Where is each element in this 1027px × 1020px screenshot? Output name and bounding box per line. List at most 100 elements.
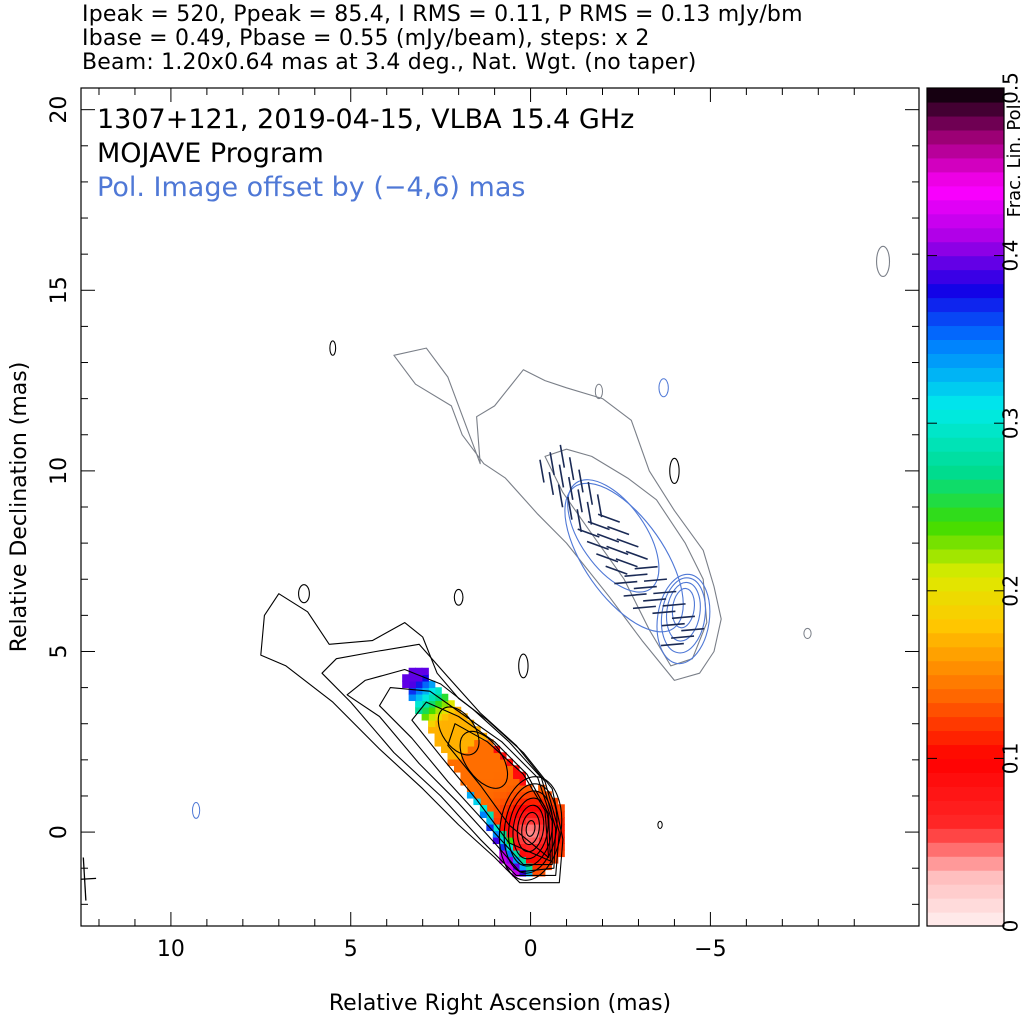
colorbar-swatch [927, 661, 1004, 676]
pol-pixel [428, 726, 435, 733]
evpa-tick [625, 574, 648, 576]
colorbar-swatch [927, 270, 1004, 285]
colorbar-swatch [927, 605, 1004, 620]
noise-contour [330, 341, 336, 355]
pol-offset-label: Pol. Image offset by (−4,6) mas [97, 172, 525, 203]
pol-pixel [460, 746, 467, 753]
pol-pixel [409, 687, 416, 694]
colorbar-swatch [927, 912, 1004, 927]
pol-pixel [441, 726, 448, 733]
y-tick-label: 15 [47, 276, 72, 304]
pol-pixel [480, 759, 487, 766]
pol-pixel [486, 772, 493, 779]
pol-pixel [519, 791, 526, 798]
evpa-tick [643, 599, 666, 601]
pol-pixel [415, 681, 422, 688]
colorbar-swatch [927, 884, 1004, 899]
pol-pixel [480, 752, 487, 759]
colorbar-swatch [927, 758, 1004, 773]
colorbar-swatch [927, 172, 1004, 187]
colorbar-swatch [927, 689, 1004, 704]
pol-pixel [415, 694, 422, 701]
pol-pixel [422, 707, 429, 714]
y-tick-label: 5 [47, 644, 72, 658]
x-tick-label: −5 [694, 937, 726, 962]
colorbar-swatch [927, 507, 1004, 522]
evpa-tick [633, 606, 656, 608]
x-tick-label: 5 [344, 937, 358, 962]
noise-contour [658, 821, 662, 828]
pol-noise-contour [804, 628, 811, 638]
pol-noise-contour [659, 379, 668, 397]
evpa-tick [644, 579, 667, 581]
y-tick-label: 10 [47, 457, 72, 485]
evpa-tick [661, 644, 684, 646]
pol-pixel [525, 856, 532, 863]
pol-pixel [422, 681, 429, 688]
pol-pixel [467, 778, 474, 785]
colorbar-swatch [927, 717, 1004, 732]
evpa-tick [663, 604, 686, 606]
colorbar-swatch [927, 633, 1004, 648]
pol-pixel [486, 759, 493, 766]
pol-noise-contour [192, 803, 199, 819]
evpa-tick [626, 551, 648, 559]
colorbar-swatch [927, 451, 1004, 466]
pol-pixel [409, 681, 416, 688]
pol-pixel [493, 765, 500, 772]
evpa-tick [578, 489, 582, 512]
evpa-tick [681, 629, 704, 631]
pol-pixel [480, 739, 487, 746]
y-tick-label: 0 [47, 825, 72, 839]
pol-pixel [480, 746, 487, 753]
pol-pixel [467, 746, 474, 753]
evpa-tick [614, 582, 637, 584]
colorbar-swatch [927, 647, 1004, 662]
colorbar-swatch [927, 186, 1004, 201]
pol-pixel [480, 772, 487, 779]
pol-pixel [473, 785, 480, 792]
colorbar-swatch [927, 284, 1004, 299]
pol-pixel [435, 687, 442, 694]
colorbar-swatch [927, 591, 1004, 606]
noise-contour [670, 458, 679, 483]
colorbar-swatch [927, 493, 1004, 508]
x-tick-label: 0 [524, 937, 538, 962]
pol-pixel [506, 830, 513, 837]
pol-pixel [415, 700, 422, 707]
evpa-tick [587, 502, 591, 525]
pol-pixel [493, 772, 500, 779]
pol-noise-contour [877, 246, 890, 276]
pol-pixel [441, 746, 448, 753]
colorbar-swatch [927, 856, 1004, 871]
pol-pixel [486, 765, 493, 772]
pol-pixel [493, 752, 500, 759]
colorbar-tick-label: 0.3 [999, 407, 1023, 439]
pol-pixel [486, 804, 493, 811]
colorbar-swatch [927, 563, 1004, 578]
colorbar-swatch [927, 549, 1004, 564]
pol-pixel [402, 681, 409, 688]
evpa-tick [588, 482, 592, 505]
colorbar-swatch [927, 842, 1004, 857]
colorbar-tick-label: 0.1 [999, 742, 1023, 774]
program-label: MOJAVE Program [97, 138, 324, 169]
pol-pixel [499, 765, 506, 772]
pol-pixel [447, 720, 454, 727]
pol-noise-contour [595, 384, 602, 398]
evpa-tick [624, 594, 647, 596]
pol-pixel [454, 733, 461, 740]
colorbar-swatch [927, 437, 1004, 452]
pol-pixel [460, 772, 467, 779]
colorbar-swatch [927, 800, 1004, 815]
colorbar-swatch [927, 535, 1004, 550]
pol-pixel [499, 791, 506, 798]
colorbar-swatch [927, 675, 1004, 690]
colorbar-swatch [927, 577, 1004, 592]
noise-contour [454, 589, 463, 605]
y-axis-label: Relative Declination (mas) [7, 362, 32, 653]
chart-figure: 00.10.20.30.40.5 10 5 0 −505101520 1307+121… [0, 0, 1027, 1020]
colorbar-swatch [927, 395, 1004, 410]
colorbar-swatch [927, 228, 1004, 243]
colorbar-swatch [927, 423, 1004, 438]
